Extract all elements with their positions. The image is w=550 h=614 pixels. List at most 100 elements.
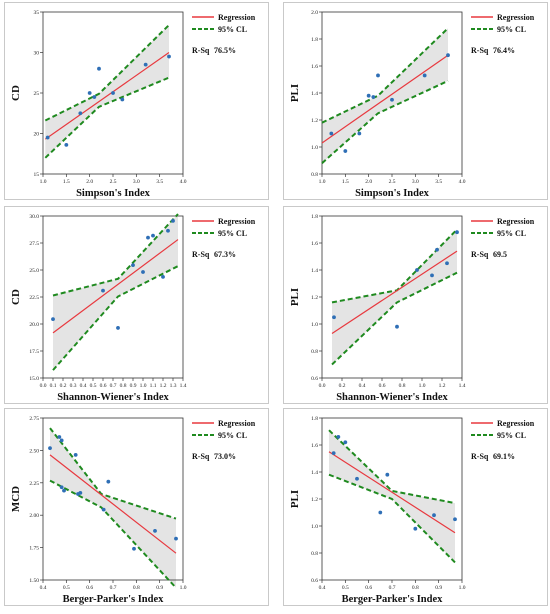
x-tick-label: 1.4 bbox=[180, 383, 187, 389]
y-tick-label: 17.5 bbox=[29, 349, 39, 355]
x-tick-label: 2.5 bbox=[389, 179, 396, 185]
legend-regression-label: Regression bbox=[497, 419, 535, 428]
data-point bbox=[151, 233, 155, 238]
y-tick-label: 1.50 bbox=[29, 578, 39, 584]
data-point bbox=[385, 472, 390, 477]
y-tick-label: 1.8 bbox=[311, 416, 318, 422]
confidence-band bbox=[322, 28, 448, 164]
data-point bbox=[153, 528, 157, 533]
regression-line bbox=[49, 454, 177, 554]
x-tick-label: 0.8 bbox=[133, 585, 140, 591]
x-tick-label: 0.4 bbox=[319, 585, 326, 591]
x-tick-label: 1.0 bbox=[319, 179, 326, 185]
x-tick-label: 0.8 bbox=[412, 585, 419, 591]
y-axis-title: PLI bbox=[289, 84, 301, 102]
x-tick-label: 0.4 bbox=[80, 383, 87, 389]
x-tick-label: 0.4 bbox=[40, 585, 47, 591]
legend-ci-label: 95% CL bbox=[497, 229, 526, 238]
regression-line bbox=[52, 239, 179, 334]
y-tick-label: 1.2 bbox=[311, 295, 318, 301]
chart-panel: 0.4 0.5 0.6 0.7 0.8 0.9 1.0 1.50 1.75 2.00 2.25 2.5… bbox=[4, 408, 269, 606]
x-tick-label: 0.8 bbox=[120, 383, 127, 389]
x-tick-label: 0.7 bbox=[110, 585, 117, 591]
x-axis-title: Berger-Parker's Index bbox=[63, 594, 165, 605]
x-tick-label: 0.6 bbox=[379, 383, 386, 389]
regression-line bbox=[321, 54, 449, 144]
y-tick-label: 15.0 bbox=[29, 376, 39, 382]
chart-svg: 0.0 0.2 0.4 0.6 0.8 1.0 1.2 1.4 0.6 0.8 1.0 1.2 1.4 1… bbox=[289, 214, 535, 403]
data-point bbox=[413, 526, 418, 531]
data-point bbox=[167, 54, 171, 59]
x-tick-label: 2.0 bbox=[86, 179, 93, 185]
y-tick-label: 25 bbox=[34, 91, 40, 97]
r-squared-label: R-Sq bbox=[471, 250, 489, 259]
data-point bbox=[422, 73, 427, 78]
data-point bbox=[445, 261, 449, 266]
x-tick-label: 0.9 bbox=[130, 383, 137, 389]
chart-svg: 0.4 0.5 0.6 0.7 0.8 0.9 1.0 1.50 1.75 2.00 2.25 2.5… bbox=[10, 416, 256, 605]
legend-ci-label: 95% CL bbox=[218, 229, 247, 238]
data-point bbox=[390, 97, 394, 102]
x-tick-label: 0.9 bbox=[156, 585, 163, 591]
y-tick-label: 0.6 bbox=[311, 376, 318, 382]
ci-lower-line bbox=[321, 79, 449, 164]
data-point bbox=[453, 517, 457, 522]
x-tick-label: 1.0 bbox=[180, 585, 187, 591]
data-point bbox=[455, 230, 459, 235]
x-tick-label: 0.1 bbox=[50, 383, 57, 389]
r-squared-label: R-Sq bbox=[192, 452, 210, 461]
x-tick-label: 1.2 bbox=[160, 383, 167, 389]
y-tick-label: 2.75 bbox=[29, 416, 39, 422]
data-point bbox=[357, 131, 362, 136]
x-tick-label: 4.0 bbox=[459, 179, 466, 185]
data-point bbox=[59, 438, 64, 443]
ci-lower-line bbox=[49, 479, 177, 589]
y-tick-label: 15 bbox=[34, 172, 40, 178]
data-point bbox=[329, 131, 334, 136]
data-point bbox=[331, 451, 336, 455]
y-tick-label: 0.8 bbox=[311, 172, 318, 178]
data-point bbox=[92, 95, 97, 99]
data-point bbox=[116, 326, 120, 330]
y-tick-label: 0.8 bbox=[311, 349, 318, 355]
ci-upper-line bbox=[49, 427, 177, 520]
data-point bbox=[332, 315, 336, 320]
y-tick-label: 1.4 bbox=[311, 470, 318, 476]
x-tick-label: 0.6 bbox=[86, 585, 93, 591]
ci-lower-line bbox=[328, 473, 456, 564]
y-tick-label: 1.0 bbox=[311, 322, 318, 328]
x-tick-label: 1.1 bbox=[150, 383, 157, 389]
legend-regression-label: Regression bbox=[497, 217, 535, 226]
y-tick-label: 1.8 bbox=[311, 214, 318, 220]
x-tick-label: 0.2 bbox=[339, 383, 346, 389]
data-point bbox=[371, 95, 376, 99]
x-tick-label: 0.0 bbox=[319, 383, 326, 389]
data-point bbox=[73, 452, 78, 457]
confidence-band bbox=[45, 25, 169, 158]
y-tick-label: 1.8 bbox=[311, 37, 318, 43]
data-point bbox=[57, 435, 62, 439]
x-axis-title: Shannon-Wiener's Index bbox=[57, 392, 169, 403]
x-tick-label: 1.4 bbox=[459, 383, 466, 389]
data-point bbox=[343, 149, 348, 153]
x-tick-label: 0.9 bbox=[435, 585, 442, 591]
data-point bbox=[378, 510, 383, 515]
data-point bbox=[446, 53, 450, 58]
y-tick-label: 27.5 bbox=[29, 241, 39, 247]
data-point bbox=[435, 247, 439, 252]
y-tick-label: 2.00 bbox=[29, 513, 39, 519]
confidence-band bbox=[50, 428, 176, 588]
r-squared-value: 67.3% bbox=[214, 250, 236, 259]
y-tick-label: 2.0 bbox=[311, 10, 318, 16]
x-tick-label: 0.5 bbox=[342, 585, 349, 591]
chart-panel: 1.0 1.5 2.0 2.5 3.0 3.5 4.0 0.8 1.0 1.2 1.4 1.6 1.8 2… bbox=[283, 2, 548, 200]
data-point bbox=[161, 274, 165, 279]
data-point bbox=[78, 490, 83, 495]
x-tick-label: 3.5 bbox=[435, 179, 442, 185]
y-tick-label: 1.6 bbox=[311, 64, 318, 70]
x-tick-label: 0.5 bbox=[63, 585, 70, 591]
y-tick-label: 0.8 bbox=[311, 551, 318, 557]
x-tick-label: 0.8 bbox=[399, 383, 406, 389]
data-point bbox=[78, 111, 83, 116]
data-point bbox=[101, 507, 106, 512]
